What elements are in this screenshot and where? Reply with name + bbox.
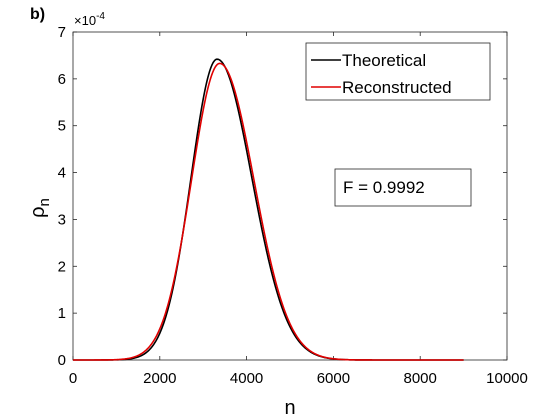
y-tick-label: 4 xyxy=(58,165,66,182)
x-tick-label: 4000 xyxy=(230,370,263,387)
y-multiplier: ×10-4 xyxy=(74,11,105,28)
legend-box xyxy=(305,42,491,101)
series-lines xyxy=(73,58,464,361)
legend: Theoretical Reconstructed xyxy=(305,42,491,101)
x-tick-label: 6000 xyxy=(317,370,350,387)
y-axis-label: ρn xyxy=(27,198,53,218)
y-tick-label: 7 xyxy=(58,24,66,41)
y-axis-ticks: 0 1 2 3 4 5 6 7 xyxy=(58,24,507,369)
y-tick-label: 6 xyxy=(58,71,66,88)
x-axis-label: n xyxy=(284,397,295,419)
y-tick-label: 5 xyxy=(58,118,66,135)
y-tick-label: 2 xyxy=(58,258,66,275)
y-axis-label-base: ρ xyxy=(27,206,49,217)
x-tick-label: 8000 xyxy=(404,370,437,387)
svg-text:×10-4: ×10-4 xyxy=(74,11,105,28)
y-tick-label: 0 xyxy=(58,352,66,369)
panel-label: b) xyxy=(30,6,45,23)
fidelity-annotation: F = 0.9992 xyxy=(334,168,472,207)
y-tick-label: 3 xyxy=(58,211,66,228)
fidelity-annotation-box xyxy=(334,168,472,207)
y-tick-label: 1 xyxy=(58,305,66,322)
svg-text:ρn: ρn xyxy=(27,198,53,218)
x-tick-label: 10000 xyxy=(486,370,528,387)
fidelity-annotation-text: F = 0.9992 xyxy=(343,178,425,197)
y-axis-label-subscript: n xyxy=(36,198,53,206)
x-tick-label: 2000 xyxy=(143,370,176,387)
series-line-reconstructed xyxy=(73,62,464,361)
y-multiplier-base: ×10 xyxy=(74,13,96,28)
y-multiplier-exponent: -4 xyxy=(96,11,105,22)
x-tick-label: 0 xyxy=(69,370,77,387)
legend-label-theoretical: Theoretical xyxy=(342,51,426,70)
legend-label-reconstructed: Reconstructed xyxy=(342,78,452,97)
